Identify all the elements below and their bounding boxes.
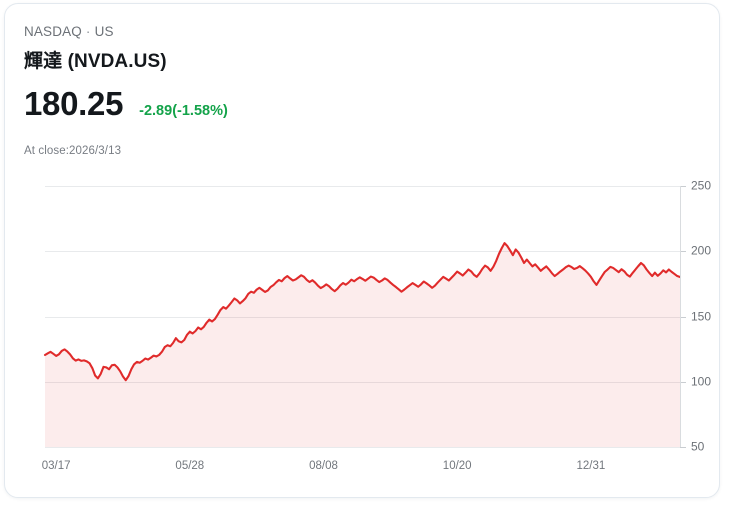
y-axis: 250 200 150 100 50: [680, 179, 711, 454]
series-line-layer: [43, 242, 682, 382]
market-status-note: At close:2026/3/13: [24, 145, 122, 157]
y-tick-label: 50: [691, 440, 705, 454]
x-tick-label: 08/08: [309, 460, 338, 472]
y-tick-label: 250: [691, 179, 711, 193]
exchange-region-row: NASDAQ · US: [24, 24, 114, 39]
y-tick-label: 150: [691, 310, 711, 324]
y-tick-label: 200: [691, 244, 711, 258]
price-change: -2.89(-1.58%): [139, 103, 228, 119]
series-line: [43, 242, 682, 382]
page-title: 輝達 (NVDA.US): [24, 51, 167, 72]
x-tick-label: 12/31: [576, 460, 605, 472]
grid-lines: [45, 186, 680, 448]
y-tick-label: 100: [691, 375, 711, 389]
x-tick-label: 03/17: [42, 460, 71, 472]
series-area: [45, 243, 680, 447]
x-axis: 03/17 05/28 08/08 10/20 12/31: [42, 460, 606, 472]
series-area-layer: [45, 243, 680, 447]
exchange-name: NASDAQ: [24, 24, 82, 39]
bullet-separator-icon: ·: [85, 24, 91, 39]
x-tick-label: 10/20: [443, 460, 472, 472]
price-chart-svg[interactable]: 250 200 150 100 50 03/17 05/28 08/08 10/20 12/31: [5, 164, 721, 484]
price-row: 180.25 -2.89(-1.58%): [24, 87, 228, 120]
stock-quote-card: NASDAQ · US 輝達 (NVDA.US) 180.25 -2.89(-1.5…: [4, 3, 720, 498]
x-tick-label: 05/28: [175, 460, 204, 472]
region-code: US: [94, 24, 114, 39]
last-price: 180.25: [24, 85, 124, 122]
price-chart[interactable]: 250 200 150 100 50 03/17 05/28 08/08 10/20 12/31: [5, 164, 721, 484]
